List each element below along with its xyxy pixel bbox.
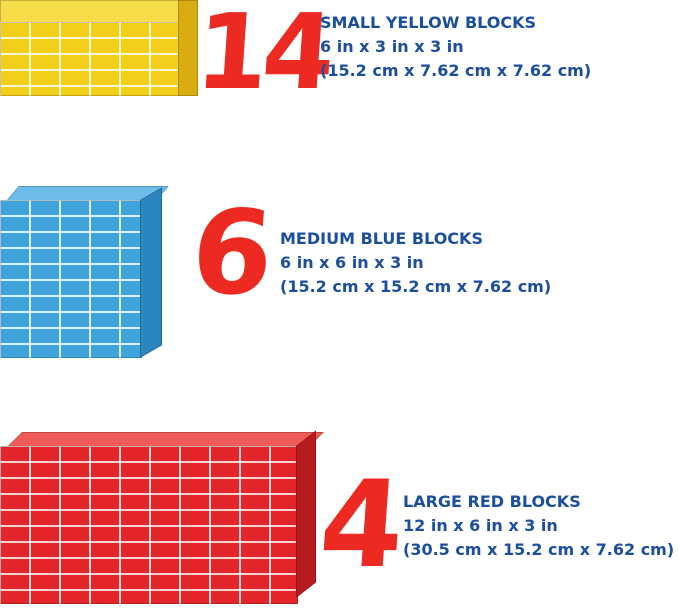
block-size-in: 12 in x 6 in x 3 in: [403, 516, 558, 535]
count-large-red: 4: [315, 456, 409, 595]
block-size-cm: (15.2 cm x 7.62 cm x 7.62 cm): [320, 61, 592, 80]
block-name: SMALL YELLOW BLOCKS: [320, 13, 537, 32]
block-name: MEDIUM BLUE BLOCKS: [280, 229, 483, 248]
medium-blue-info: MEDIUM BLUE BLOCKS 6 in x 6 in x 3 in (1…: [280, 227, 551, 299]
count-medium-blue: 6: [187, 186, 278, 321]
block-size-cm: (30.5 cm x 15.2 cm x 7.62 cm): [403, 540, 675, 559]
block-size-in: 6 in x 3 in x 3 in: [320, 37, 464, 56]
count-small-yellow: 14: [191, 0, 333, 113]
large-red-info: LARGE RED BLOCKS 12 in x 6 in x 3 in (30…: [403, 490, 674, 562]
small-yellow-info: SMALL YELLOW BLOCKS 6 in x 3 in x 3 in (…: [320, 11, 591, 83]
block-size-cm: (15.2 cm x 15.2 cm x 7.62 cm): [280, 277, 552, 296]
block-name: LARGE RED BLOCKS: [403, 492, 581, 511]
block-size-in: 6 in x 6 in x 3 in: [280, 253, 424, 272]
